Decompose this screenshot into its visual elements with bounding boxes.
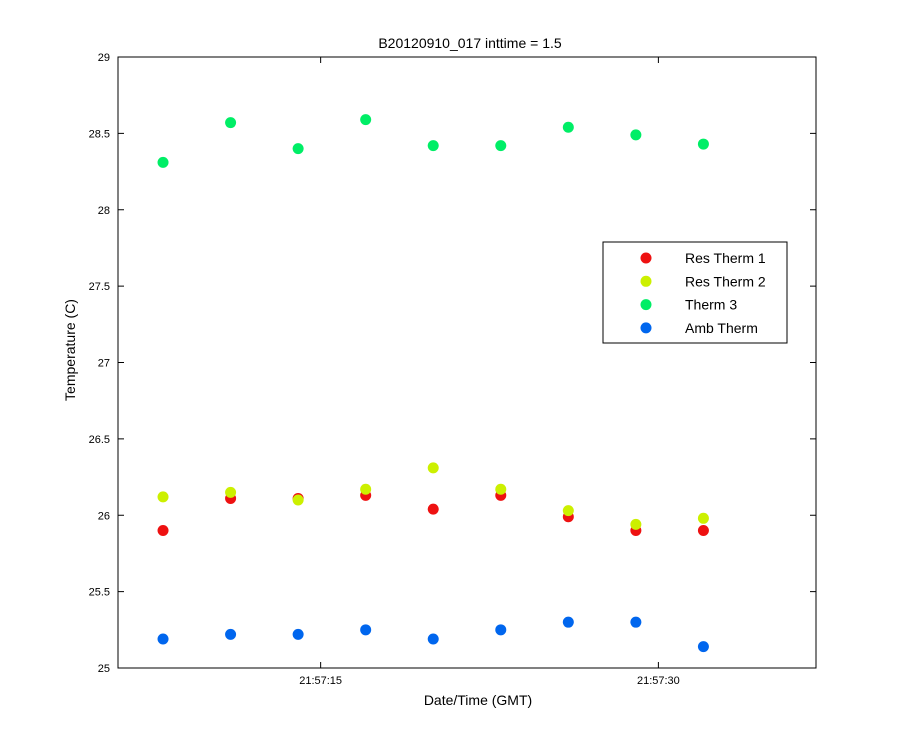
y-tick-label: 26.5 [89,434,110,446]
y-tick-label: 29 [98,52,110,64]
point-res-therm-1 [157,525,169,537]
x-axis-label: Date/Time (GMT) [424,692,532,708]
legend: Res Therm 1 Res Therm 2 Therm 3 Amb Therm [602,241,788,344]
point-res-therm-2 [427,462,439,474]
y-axis: 25 25.5 26 26.5 27 27.5 28 28.5 29 [89,52,816,675]
point-res-therm-2 [630,518,642,530]
point-therm-3 [157,156,169,168]
y-tick-label: 27 [98,358,110,370]
legend-box [602,241,788,344]
point-amb-therm [360,624,372,636]
point-res-therm-2 [697,512,709,524]
legend-label-res-therm-1: Res Therm 1 [685,250,766,266]
point-therm-3 [562,121,574,133]
point-amb-therm [697,641,709,653]
point-therm-3 [360,114,372,126]
point-res-therm-1 [697,525,709,537]
point-therm-3 [427,140,439,152]
legend-label-therm-3: Therm 3 [685,297,737,313]
point-amb-therm [292,628,304,640]
y-tick-label: 25 [98,663,110,675]
point-amb-therm [630,616,642,628]
legend-label-res-therm-2: Res Therm 2 [685,273,766,289]
legend-marker-res-therm-1 [640,252,652,264]
x-tick-label: 21:57:15 [299,675,342,687]
y-axis-label: Temperature (C) [62,299,78,401]
legend-label-amb-therm: Amb Therm [685,320,758,336]
legend-marker-amb-therm [640,322,652,334]
x-axis: 21:57:15 21:57:30 [299,57,680,687]
point-therm-3 [495,140,507,152]
x-tick-label: 21:57:30 [637,675,680,687]
point-therm-3 [292,143,304,155]
point-res-therm-2 [157,491,169,503]
y-tick-label: 28 [98,205,110,217]
point-therm-3 [697,138,709,150]
point-therm-3 [225,117,237,129]
y-tick-label: 26 [98,510,110,522]
point-res-therm-1 [427,503,439,515]
point-amb-therm [427,633,439,645]
point-amb-therm [495,624,507,636]
point-res-therm-2 [562,505,574,517]
point-res-therm-2 [360,483,372,495]
point-res-therm-2 [495,483,507,495]
y-tick-label: 28.5 [89,128,110,140]
point-amb-therm [225,628,237,640]
data-points [157,114,709,653]
legend-marker-therm-3 [640,299,652,311]
point-res-therm-2 [292,494,304,506]
chart-title: B20120910_017 inttime = 1.5 [378,35,562,51]
point-therm-3 [630,129,642,141]
y-tick-label: 27.5 [89,281,110,293]
point-amb-therm [157,633,169,645]
point-res-therm-2 [225,486,237,498]
legend-marker-res-therm-2 [640,275,652,287]
point-amb-therm [562,616,574,628]
plot-area [117,56,817,669]
y-tick-label: 25.5 [89,587,110,599]
